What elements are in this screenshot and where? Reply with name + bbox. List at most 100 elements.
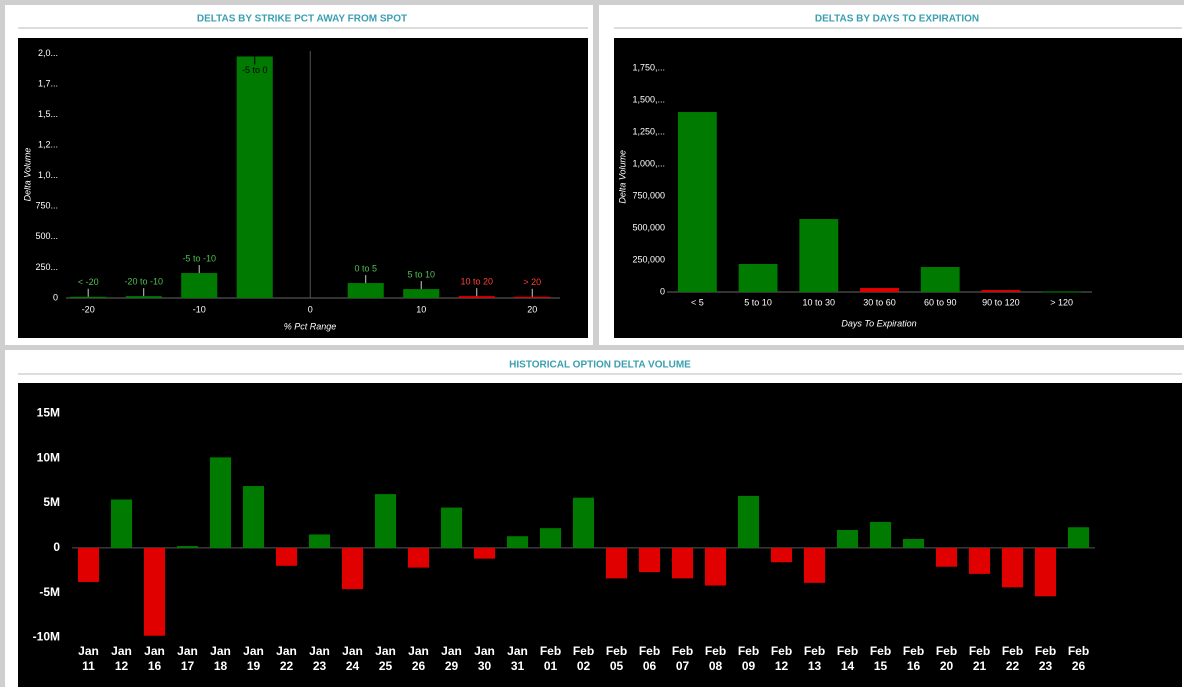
data-label: > 20	[523, 277, 541, 287]
x-tick-line: Jan	[408, 644, 429, 658]
x-tick-line: 01	[544, 659, 558, 673]
x-tick-line: 22	[1006, 659, 1020, 673]
x-tick-line: Feb	[573, 644, 594, 658]
y-tick-label: -10M	[33, 630, 60, 644]
y-tick-label: 1,250,...	[632, 126, 665, 136]
y-axis-label: Delta Volume	[22, 148, 32, 202]
panel-title: HISTORICAL OPTION DELTA VOLUME	[509, 360, 691, 371]
x-tick-label: Feb 12	[771, 644, 792, 673]
x-tick-line: Jan	[144, 644, 165, 658]
x-tick-line: Jan	[309, 644, 330, 658]
x-tick-label: Jan 11	[78, 644, 99, 673]
y-tick-label: 1,000,...	[632, 158, 665, 168]
x-tick-line: Feb	[936, 644, 957, 658]
data-label: 10 to 20	[460, 277, 493, 287]
x-tick-label: Jan 16	[144, 644, 165, 673]
y-tick-label: 15M	[37, 406, 60, 420]
x-tick-line: 19	[247, 659, 261, 673]
y-tick-label: 500...	[35, 231, 58, 241]
data-label: -20 to -10	[124, 277, 163, 287]
x-tick-line: Feb	[870, 644, 891, 658]
x-tick-line: Jan	[342, 644, 363, 658]
bar	[671, 547, 694, 579]
bar	[981, 290, 1021, 292]
x-tick-label: Feb 23	[1035, 644, 1056, 673]
y-tick-label: 10M	[37, 450, 60, 464]
x-tick-label: Jan 30	[474, 644, 495, 673]
bar	[737, 495, 760, 548]
bar	[1067, 527, 1090, 548]
x-tick-label: 90 to 120	[982, 297, 1020, 307]
plot-background	[18, 383, 1182, 687]
x-tick-line: 20	[940, 659, 954, 673]
bar	[968, 547, 991, 574]
bar	[181, 273, 218, 298]
x-tick-line: 18	[214, 659, 228, 673]
bar	[341, 547, 364, 590]
data-label: < -20	[78, 277, 99, 287]
x-tick-line: 23	[1039, 659, 1053, 673]
x-tick-label: Jan 31	[507, 644, 528, 673]
x-tick-label: < 5	[691, 297, 704, 307]
x-tick-label: Jan 18	[210, 644, 231, 673]
y-tick-label: 1,2...	[38, 140, 58, 150]
y-tick-label: 0	[660, 286, 665, 296]
x-tick-label: 5 to 10	[744, 297, 772, 307]
y-tick-label: 1,750,...	[632, 62, 665, 72]
x-tick-line: 02	[577, 659, 591, 673]
x-tick-label: Feb 22	[1002, 644, 1023, 673]
x-tick-line: 31	[511, 659, 525, 673]
x-tick-label: Feb 02	[573, 644, 594, 673]
bar	[920, 267, 960, 292]
bar	[738, 263, 778, 292]
x-tick-line: 13	[808, 659, 822, 673]
x-tick-line: 06	[643, 659, 657, 673]
x-tick-label: Feb 09	[738, 644, 759, 673]
x-tick-line: 26	[412, 659, 426, 673]
x-tick-label: Jan 22	[276, 644, 297, 673]
x-tick-label: Feb 14	[837, 644, 858, 673]
bar	[572, 497, 595, 548]
x-tick-label: > 120	[1050, 297, 1073, 307]
panel-title: DELTAS BY STRIKE PCT AWAY FROM SPOT	[197, 14, 407, 25]
x-tick-label: Feb 05	[606, 644, 627, 673]
x-tick-label: Feb 13	[804, 644, 825, 673]
bar	[605, 547, 628, 579]
bar	[407, 547, 430, 568]
x-tick-label: 60 to 90	[924, 297, 957, 307]
x-tick-line: Feb	[969, 644, 990, 658]
bar	[458, 296, 495, 298]
y-tick-label: 750,000	[632, 190, 665, 200]
x-tick-label: Jan 26	[408, 644, 429, 673]
y-tick-label: 500,000	[632, 222, 665, 232]
x-tick-label: Jan 17	[177, 644, 198, 673]
bar	[403, 289, 440, 298]
data-label: 0 to 5	[354, 263, 377, 273]
bar	[143, 547, 166, 636]
x-tick-line: Jan	[78, 644, 99, 658]
y-tick-label: 1,5...	[38, 109, 58, 119]
x-tick-line: Feb	[1035, 644, 1056, 658]
x-tick-line: 16	[148, 659, 162, 673]
y-tick-label: 1,7...	[38, 78, 58, 88]
x-tick-line: 17	[181, 659, 195, 673]
bar	[704, 547, 727, 586]
y-tick-label: 5M	[43, 495, 60, 509]
bar	[473, 547, 496, 559]
x-tick-line: Feb	[606, 644, 627, 658]
x-tick-line: Jan	[441, 644, 462, 658]
x-tick-label: Jan 29	[441, 644, 462, 673]
x-tick-line: Feb	[540, 644, 561, 658]
x-tick-line: Feb	[903, 644, 924, 658]
x-tick-label: 10	[416, 304, 426, 314]
x-tick-line: 29	[445, 659, 459, 673]
x-tick-line: Jan	[375, 644, 396, 658]
x-tick-line: 12	[115, 659, 129, 673]
x-tick-line: Feb	[1002, 644, 1023, 658]
bar	[70, 296, 107, 298]
x-tick-label: Jan 12	[111, 644, 132, 673]
bar	[176, 546, 199, 548]
bar	[275, 547, 298, 566]
x-tick-line: 30	[478, 659, 492, 673]
